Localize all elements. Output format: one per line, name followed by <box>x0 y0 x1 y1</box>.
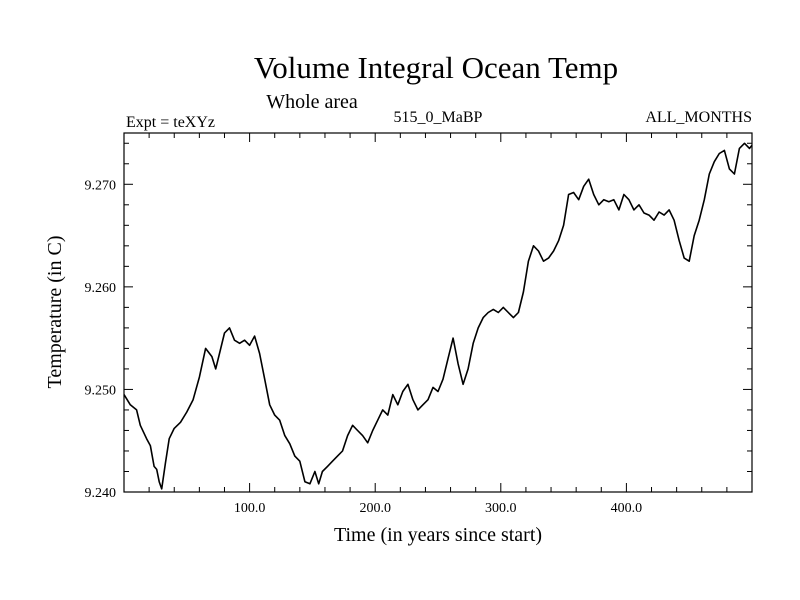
x-axis-label: Time (in years since start) <box>334 524 542 546</box>
y-axis-label: Temperature (in C) <box>44 236 66 389</box>
x-axis: 100.0 200.0 300.0 400.0 <box>148 133 728 516</box>
y-tick-label: 9.260 <box>85 281 117 296</box>
y-tick-label: 9.240 <box>85 486 117 501</box>
center-label: 515_0_MaBP <box>394 109 483 126</box>
x-tick-label: 100.0 <box>234 501 266 516</box>
plot-frame <box>123 132 753 493</box>
series-line <box>123 142 753 490</box>
x-tick-label: 300.0 <box>485 501 517 516</box>
chart-title: Volume Integral Ocean Temp <box>254 50 618 85</box>
x-tick-label: 200.0 <box>359 501 391 516</box>
x-tick-label: 400.0 <box>611 501 643 516</box>
y-tick-label: 9.250 <box>85 383 117 398</box>
y-tick-label: 9.270 <box>85 178 117 193</box>
months-label: ALL_MONTHS <box>645 109 752 126</box>
chart-subtitle: Whole area <box>266 91 358 113</box>
y-axis: 9.240 9.250 9.260 9.270 <box>85 142 752 501</box>
experiment-label: Expt = teXYz <box>126 114 215 131</box>
